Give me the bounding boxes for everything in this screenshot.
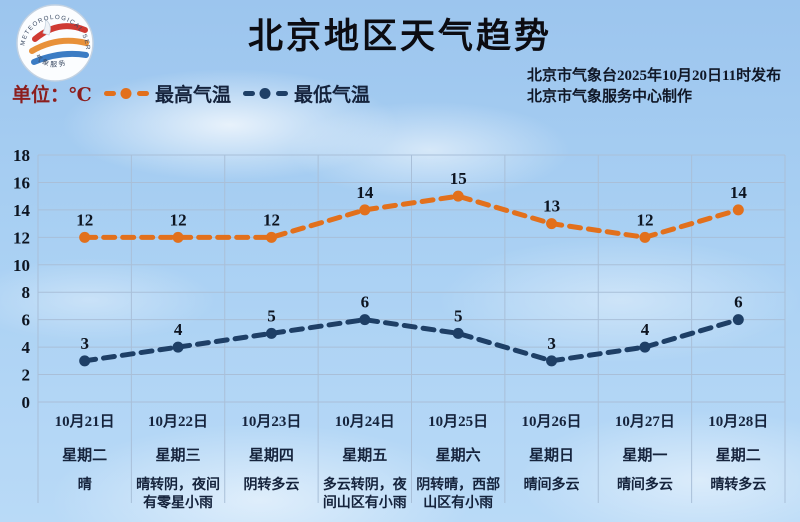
value-label: 13 bbox=[543, 197, 560, 216]
publisher-info: 北京市气象台2025年10月20日11时发布 北京市气象服务中心制作 bbox=[527, 66, 781, 108]
data-point bbox=[452, 327, 464, 339]
day-column-8: 10月28日 星期二晴转多云 bbox=[692, 404, 785, 513]
high-temp-line-icon bbox=[104, 87, 150, 100]
value-label: 5 bbox=[267, 306, 276, 325]
logo-blue-swoosh bbox=[31, 50, 89, 65]
unit-label: 单位：℃ bbox=[12, 85, 92, 106]
y-tick-label: 6 bbox=[22, 311, 31, 330]
low-temp-line-icon bbox=[243, 87, 289, 100]
y-tick-label: 8 bbox=[22, 283, 31, 302]
series-low: 3 4 5 6 5 3 4 6 bbox=[79, 293, 744, 367]
y-tick-label: 12 bbox=[13, 228, 30, 247]
date-label: 10月26日 bbox=[521, 414, 582, 430]
logo-cloud-shape bbox=[42, 18, 51, 36]
chart-legend: 最高气温 最低气温 bbox=[104, 80, 370, 107]
weather-label: 晴转阴，夜间有零星小雨 bbox=[136, 478, 221, 511]
weather-label: 多云转阴，夜间山区有小雨 bbox=[322, 478, 407, 511]
value-label: 14 bbox=[356, 183, 374, 202]
value-label: 3 bbox=[547, 334, 556, 353]
data-point bbox=[452, 190, 464, 202]
data-point bbox=[172, 341, 184, 353]
data-point bbox=[639, 341, 651, 353]
date-label: 10月22日 bbox=[148, 414, 209, 430]
trend-line bbox=[82, 193, 741, 240]
series-high: 12 12 12 14 15 13 12 14 bbox=[76, 169, 747, 243]
date-label: 10月28日 bbox=[708, 414, 769, 430]
weather-label: 晴间多云 bbox=[616, 478, 673, 493]
y-tick-label: 2 bbox=[22, 366, 31, 385]
weekday-label: 星期三 bbox=[155, 448, 201, 464]
publisher-line1: 北京市气象台2025年10月20日11时发布 bbox=[527, 68, 782, 84]
value-label: 6 bbox=[734, 293, 743, 312]
weather-label: 阴转晴，西部山区有小雨 bbox=[416, 478, 501, 511]
value-label: 12 bbox=[170, 210, 187, 229]
data-point bbox=[265, 231, 277, 243]
data-point bbox=[546, 355, 558, 367]
legend-label-low: 最低气温 bbox=[294, 85, 371, 106]
legend-label-high: 最高气温 bbox=[155, 85, 232, 106]
day-column-1: 10月21日 星期二晴 bbox=[38, 404, 131, 513]
trend-line bbox=[82, 317, 741, 364]
data-point bbox=[546, 218, 558, 230]
data-point bbox=[265, 327, 277, 339]
y-tick-label: 14 bbox=[13, 201, 31, 220]
weekday-label: 星期二 bbox=[715, 448, 761, 464]
value-label: 14 bbox=[730, 183, 748, 202]
value-label: 3 bbox=[80, 334, 89, 353]
y-tick-label: 10 bbox=[13, 256, 30, 275]
day-column-3: 10月23日 星期四阴转多云 bbox=[225, 404, 318, 513]
data-point bbox=[359, 314, 371, 326]
date-label: 10月23日 bbox=[241, 414, 302, 430]
weather-label: 晴 bbox=[77, 478, 92, 493]
legend-item-low: 最低气温 bbox=[243, 80, 370, 107]
weekday-label: 星期日 bbox=[529, 448, 575, 464]
logo-red-swoosh bbox=[32, 23, 88, 42]
data-point bbox=[732, 204, 744, 216]
value-label: 4 bbox=[641, 320, 650, 339]
weekday-label: 星期二 bbox=[62, 448, 108, 464]
data-point bbox=[79, 231, 91, 243]
day-column-4: 10月24日 星期五多云转阴，夜间山区有小雨 bbox=[318, 404, 411, 513]
day-column-5: 10月25日 星期六阴转晴，西部山区有小雨 bbox=[412, 404, 505, 513]
date-label: 10月21日 bbox=[54, 414, 115, 430]
y-tick-label: 4 bbox=[22, 338, 31, 357]
value-label: 6 bbox=[361, 293, 370, 312]
value-label: 5 bbox=[454, 306, 463, 325]
date-label: 10月27日 bbox=[614, 414, 675, 430]
beijing-meteorological-service-logo: METEOROLOGICAL SERVICE 气象服务 bbox=[13, 3, 94, 82]
y-tick-label: 16 bbox=[13, 173, 30, 192]
weekday-label: 星期六 bbox=[435, 448, 481, 464]
day-column-2: 10月22日 星期三晴转阴，夜间有零星小雨 bbox=[131, 404, 224, 513]
weekday-label: 星期一 bbox=[622, 448, 668, 464]
value-label: 15 bbox=[450, 169, 467, 188]
data-point bbox=[79, 355, 91, 367]
legend-item-high: 最高气温 bbox=[104, 80, 231, 107]
date-label: 10月25日 bbox=[428, 414, 489, 430]
weather-label: 阴转多云 bbox=[243, 478, 300, 493]
date-label: 10月24日 bbox=[334, 414, 395, 430]
day-column-6: 10月26日 星期日晴间多云 bbox=[505, 404, 598, 513]
page-title: 北京地区天气趋势 bbox=[247, 17, 552, 56]
day-column-7: 10月27日 星期一晴间多云 bbox=[598, 404, 691, 513]
y-tick-label: 18 bbox=[13, 146, 30, 165]
value-label: 12 bbox=[263, 210, 280, 229]
data-point bbox=[732, 314, 744, 326]
publisher-line2: 北京市气象服务中心制作 bbox=[527, 89, 693, 105]
data-point bbox=[639, 231, 651, 243]
logo-orange-swoosh bbox=[29, 37, 89, 54]
data-point bbox=[359, 204, 371, 216]
weather-label: 晴间多云 bbox=[523, 478, 580, 493]
y-tick-label: 0 bbox=[22, 393, 31, 412]
value-label: 12 bbox=[76, 210, 93, 229]
value-label: 12 bbox=[636, 210, 653, 229]
value-label: 4 bbox=[174, 320, 183, 339]
data-point bbox=[172, 231, 184, 243]
x-axis-day-labels: 10月21日 星期二晴 10月22日 星期三 晴转阴，夜间有零星小雨 10月23日 星期四阴… bbox=[38, 404, 785, 513]
weekday-label: 星期五 bbox=[342, 448, 388, 464]
weather-label: 晴转多云 bbox=[710, 478, 767, 493]
weekday-label: 星期四 bbox=[248, 448, 294, 464]
